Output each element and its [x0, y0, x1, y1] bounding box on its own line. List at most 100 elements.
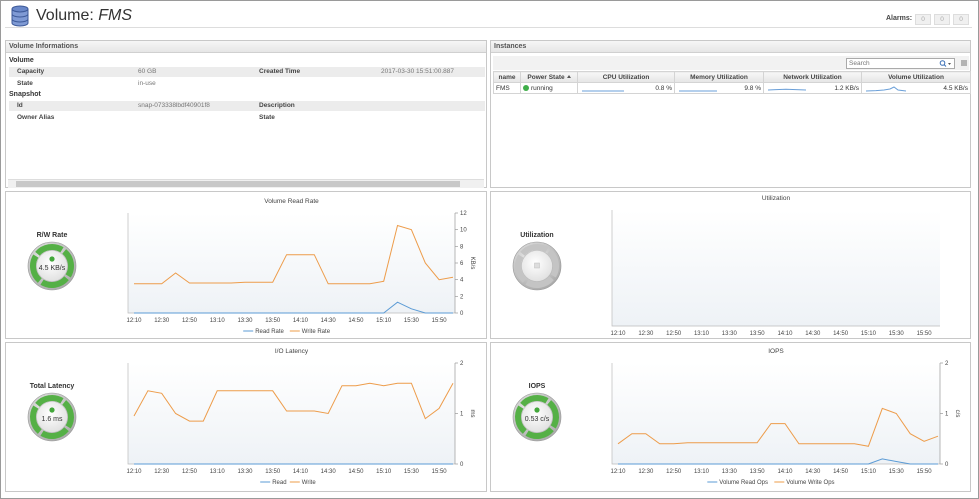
- chart-panel: [490, 191, 971, 339]
- y-tick-label: 8: [460, 244, 464, 250]
- plot-area: [612, 210, 940, 326]
- instance-row[interactable]: FMS running 0.8 % 9.8 % 1.2 KB/s 4.5 KB/s: [493, 82, 971, 94]
- gauge-face: [521, 401, 553, 433]
- row-bg: [9, 101, 485, 111]
- x-tick-label: 13:30: [722, 469, 738, 475]
- x-tick-label: 13:30: [237, 318, 253, 324]
- x-tick-label: 12:10: [610, 331, 626, 337]
- x-tick-label: 14:30: [321, 318, 337, 324]
- y-tick-label: 6: [460, 261, 464, 267]
- alarm-badge: 0: [915, 14, 931, 25]
- chart-panel: [490, 342, 971, 492]
- cell-text: running: [531, 84, 553, 92]
- volume-info-body: Volume Capacity 60 GB Created Time 2017-03-3…: [6, 41, 486, 181]
- x-tick-label: 12:50: [666, 469, 682, 475]
- title-prefix: Volume:: [36, 7, 94, 24]
- x-tick-label: 15:10: [861, 469, 877, 475]
- alarms-label: Alarms:: [886, 15, 913, 22]
- x-tick-label: 12:50: [182, 469, 198, 475]
- x-tick-label: 14:50: [348, 469, 364, 475]
- x-tick-label: 12:30: [154, 469, 170, 475]
- series-line: [133, 382, 454, 422]
- gauge-check: [49, 407, 55, 413]
- x-tick-label: 15:50: [917, 331, 933, 337]
- x-tick-label: 15:50: [432, 469, 448, 475]
- section-title: Volume: [9, 57, 34, 64]
- info-label2: Created Time: [259, 68, 301, 75]
- x-tick-label: 15:30: [889, 469, 905, 475]
- gauge-value: 0.53 c/s: [525, 416, 550, 423]
- plot-frame: [611, 210, 940, 327]
- series-line: [134, 301, 453, 314]
- x-tick-label: 13:50: [265, 318, 281, 324]
- x-tick-label: 13:50: [750, 331, 766, 337]
- page-title: Volume: FMS: [36, 7, 132, 25]
- x-tick-label: 15:30: [404, 318, 420, 324]
- legend-label: Volume Write Ops: [786, 480, 834, 486]
- cell-text: 1.2 KB/s: [834, 84, 859, 92]
- x-tick-label: 14:10: [777, 469, 793, 475]
- legend-label: Write: [302, 480, 317, 486]
- x-tick-label: 15:30: [889, 331, 905, 337]
- plot-area: [612, 363, 940, 464]
- sparkline: [679, 90, 717, 92]
- sparkline: [767, 88, 807, 91]
- x-tick-label: 14:10: [293, 318, 309, 324]
- chart-title: IOPS: [768, 348, 784, 355]
- x-tick-label: 15:30: [404, 469, 420, 475]
- x-tick-label: 14:30: [805, 331, 821, 337]
- series-line: [617, 407, 939, 447]
- instances-panel: Instances Search name Power State CPU Util…: [490, 40, 971, 188]
- x-tick-label: 12:30: [638, 469, 654, 475]
- x-tick-label: 15:50: [432, 318, 448, 324]
- instances-table: name Power State CPU Utilization Memory Uti…: [493, 71, 971, 94]
- column-header: Power State: [520, 71, 578, 83]
- x-tick-label: 14:50: [833, 331, 849, 337]
- panel-header: Instances: [491, 41, 970, 53]
- x-tick-label: 13:10: [694, 331, 710, 337]
- sparkline: [865, 86, 907, 92]
- status-dot: [523, 84, 529, 91]
- row-bg: [9, 67, 485, 77]
- x-tick-label: 15:10: [376, 318, 392, 324]
- title-name: FMS: [98, 7, 133, 24]
- x-tick-label: 12:10: [126, 318, 142, 324]
- h-scrollbar[interactable]: [8, 179, 484, 188]
- panel-header: Volume Informations: [6, 41, 486, 53]
- x-tick-label: 13:30: [722, 331, 738, 337]
- x-tick-label: 14:30: [805, 469, 821, 475]
- info-label: State: [17, 79, 33, 87]
- volume-info-panel: Volume Informations Volume Capacity 60 GB C…: [5, 40, 487, 188]
- gauge-value: 1.6 ms: [41, 416, 63, 423]
- gauge-band: [30, 395, 74, 439]
- chart-title: Volume Read Rate: [264, 198, 319, 205]
- gauge-label: Utilization: [520, 232, 553, 239]
- x-tick-label: 15:10: [861, 331, 877, 337]
- y-tick-label: 0: [460, 311, 464, 317]
- menu-icon[interactable]: [960, 59, 968, 67]
- search-box[interactable]: Search: [846, 58, 955, 69]
- x-tick-label: 14:50: [348, 318, 364, 324]
- gauge-band: [30, 244, 74, 288]
- y-tick-label: 0: [945, 462, 949, 468]
- alarm-badge: 0: [934, 14, 950, 25]
- gauge-band: [515, 244, 559, 288]
- info-value2: 2017-03-30 15:51:00.887: [381, 68, 455, 75]
- section-title: Snapshot: [9, 91, 41, 98]
- y-axis-label: c/s: [954, 410, 960, 418]
- plot-area: [128, 213, 455, 313]
- y-tick-label: 0: [460, 462, 464, 468]
- sort-arrow: [566, 75, 571, 79]
- gauge-check: [49, 256, 55, 262]
- y-tick-label: 1: [460, 412, 464, 418]
- x-tick-label: 15:50: [917, 469, 933, 475]
- scroll-thumb[interactable]: [16, 181, 460, 187]
- y-tick-label: 1: [945, 412, 949, 418]
- x-tick-label: 14:30: [321, 469, 337, 475]
- series-line: [618, 458, 938, 465]
- x-tick-label: 13:50: [265, 469, 281, 475]
- info-value: 60 GB: [138, 68, 157, 75]
